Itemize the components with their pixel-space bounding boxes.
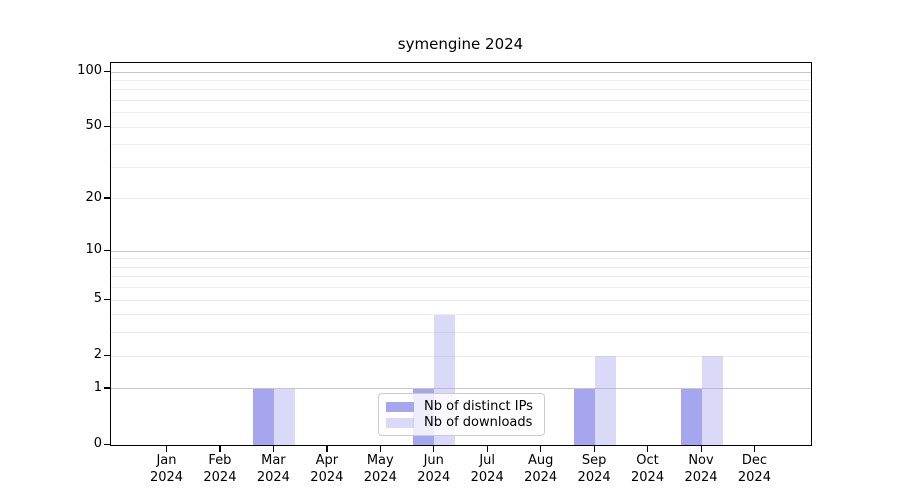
x-tick-label-mar: Mar 2024	[241, 452, 305, 486]
y-tick-label: 20	[85, 189, 102, 205]
x-tick-year: 2024	[684, 470, 718, 485]
x-tick-mark	[219, 446, 221, 452]
x-tick-month: Aug	[527, 453, 554, 468]
gridline-minor	[111, 126, 811, 128]
x-tick-label-dec: Dec 2024	[722, 452, 786, 486]
y-tick-label: 100	[77, 63, 102, 78]
y-tick-label: 2	[93, 347, 102, 363]
y-tick-mark	[104, 443, 110, 445]
x-tick-mark	[540, 446, 542, 452]
x-tick-month: Apr	[315, 453, 339, 468]
gridline-minor	[111, 112, 811, 114]
x-tick-year: 2024	[737, 470, 771, 485]
x-tick-label-apr: Apr 2024	[295, 452, 359, 486]
gridline-minor	[111, 355, 811, 357]
x-tick-mark	[272, 446, 275, 452]
gridline-minor	[111, 314, 811, 316]
gridline-minor	[111, 198, 811, 200]
x-tick-mark	[486, 446, 488, 452]
x-tick-year: 2024	[470, 470, 504, 485]
legend-item-downloads: Nb of downloads	[386, 415, 536, 430]
gridline-minor	[111, 276, 811, 278]
gridline-minor	[111, 299, 811, 301]
x-tick-month: Jul	[479, 453, 496, 468]
gridline-minor	[111, 287, 811, 289]
x-tick-year: 2024	[149, 470, 184, 485]
y-tick-mark	[104, 249, 110, 251]
gridline-minor	[111, 144, 811, 146]
y-tick-label: 1	[93, 379, 102, 395]
y-tick-mark	[104, 387, 110, 389]
legend-item-distinct-ips: Nb of distinct IPs	[386, 399, 536, 414]
y-tick-label: 50	[85, 118, 102, 134]
gridline-major	[111, 388, 811, 390]
x-tick-year: 2024	[631, 470, 665, 485]
chart-title: symengine 2024	[397, 35, 524, 53]
x-tick-label-jun: Jun 2024	[402, 452, 466, 486]
gridline-minor	[111, 166, 811, 168]
plot-area	[110, 62, 812, 446]
x-tick-month: Feb	[208, 453, 232, 468]
gridline-minor	[111, 258, 811, 260]
gridline-major	[111, 71, 811, 73]
x-tick-mark	[593, 446, 595, 452]
bar-distinct-ips	[680, 388, 702, 445]
y-tick-label: 10	[85, 242, 102, 258]
x-tick-mark	[166, 446, 168, 452]
gridline-major	[111, 250, 811, 252]
x-tick-label-jul: Jul 2024	[455, 452, 519, 486]
bar-downloads	[273, 388, 295, 445]
x-tick-label-feb: Feb 2024	[188, 452, 252, 486]
x-tick-month: Oct	[636, 453, 659, 468]
x-tick-label-nov: Nov 2024	[669, 452, 733, 486]
x-tick-mark	[433, 446, 435, 452]
gridline-minor	[111, 266, 811, 268]
x-tick-year: 2024	[310, 470, 344, 485]
x-tick-year: 2024	[363, 470, 397, 485]
x-tick-label-jan: Jan 2024	[135, 452, 199, 486]
x-tick-year: 2024	[203, 470, 237, 485]
x-tick-mark	[700, 446, 702, 452]
y-tick-label: 0	[93, 436, 102, 451]
bar-distinct-ips	[573, 388, 595, 445]
gridline-minor	[111, 89, 811, 91]
y-tick-mark	[104, 197, 110, 199]
x-tick-mark	[753, 446, 756, 452]
legend-swatch-distinct-ips	[386, 401, 414, 412]
gridline-minor	[111, 332, 811, 334]
y-tick-mark	[104, 298, 110, 300]
bar-downloads	[594, 356, 616, 445]
bar-distinct-ips	[252, 388, 274, 445]
x-tick-month: Nov	[688, 453, 714, 468]
bar-downloads	[701, 356, 723, 445]
x-tick-mark	[379, 446, 381, 452]
y-tick-label: 5	[93, 291, 102, 307]
x-tick-month: Jan	[156, 453, 177, 468]
x-tick-month: Mar	[261, 453, 286, 468]
legend-swatch-downloads	[386, 417, 414, 428]
legend-label-distinct-ips: Nb of distinct IPs	[424, 399, 533, 414]
x-tick-label-may: May 2024	[348, 452, 412, 486]
x-tick-year: 2024	[577, 470, 611, 485]
legend-label-downloads: Nb of downloads	[424, 415, 533, 430]
x-tick-month: May	[366, 453, 394, 468]
legend: Nb of distinct IPs Nb of downloads	[378, 393, 545, 436]
x-tick-mark	[647, 446, 649, 452]
x-tick-year: 2024	[524, 470, 558, 485]
x-tick-year: 2024	[256, 470, 290, 485]
x-tick-month: Dec	[741, 453, 768, 468]
gridline-minor	[111, 99, 811, 101]
y-tick-mark	[104, 354, 110, 356]
x-tick-month: Sep	[581, 453, 607, 468]
x-tick-year: 2024	[417, 470, 451, 485]
y-tick-mark	[104, 70, 110, 72]
x-tick-label-sep: Sep 2024	[562, 452, 626, 486]
x-tick-month: Jun	[423, 453, 444, 468]
x-tick-label-aug: Aug 2024	[509, 452, 573, 486]
gridline-minor	[111, 79, 811, 81]
x-tick-label-oct: Oct 2024	[616, 452, 680, 486]
x-tick-mark	[326, 446, 328, 452]
y-tick-mark	[104, 125, 110, 127]
